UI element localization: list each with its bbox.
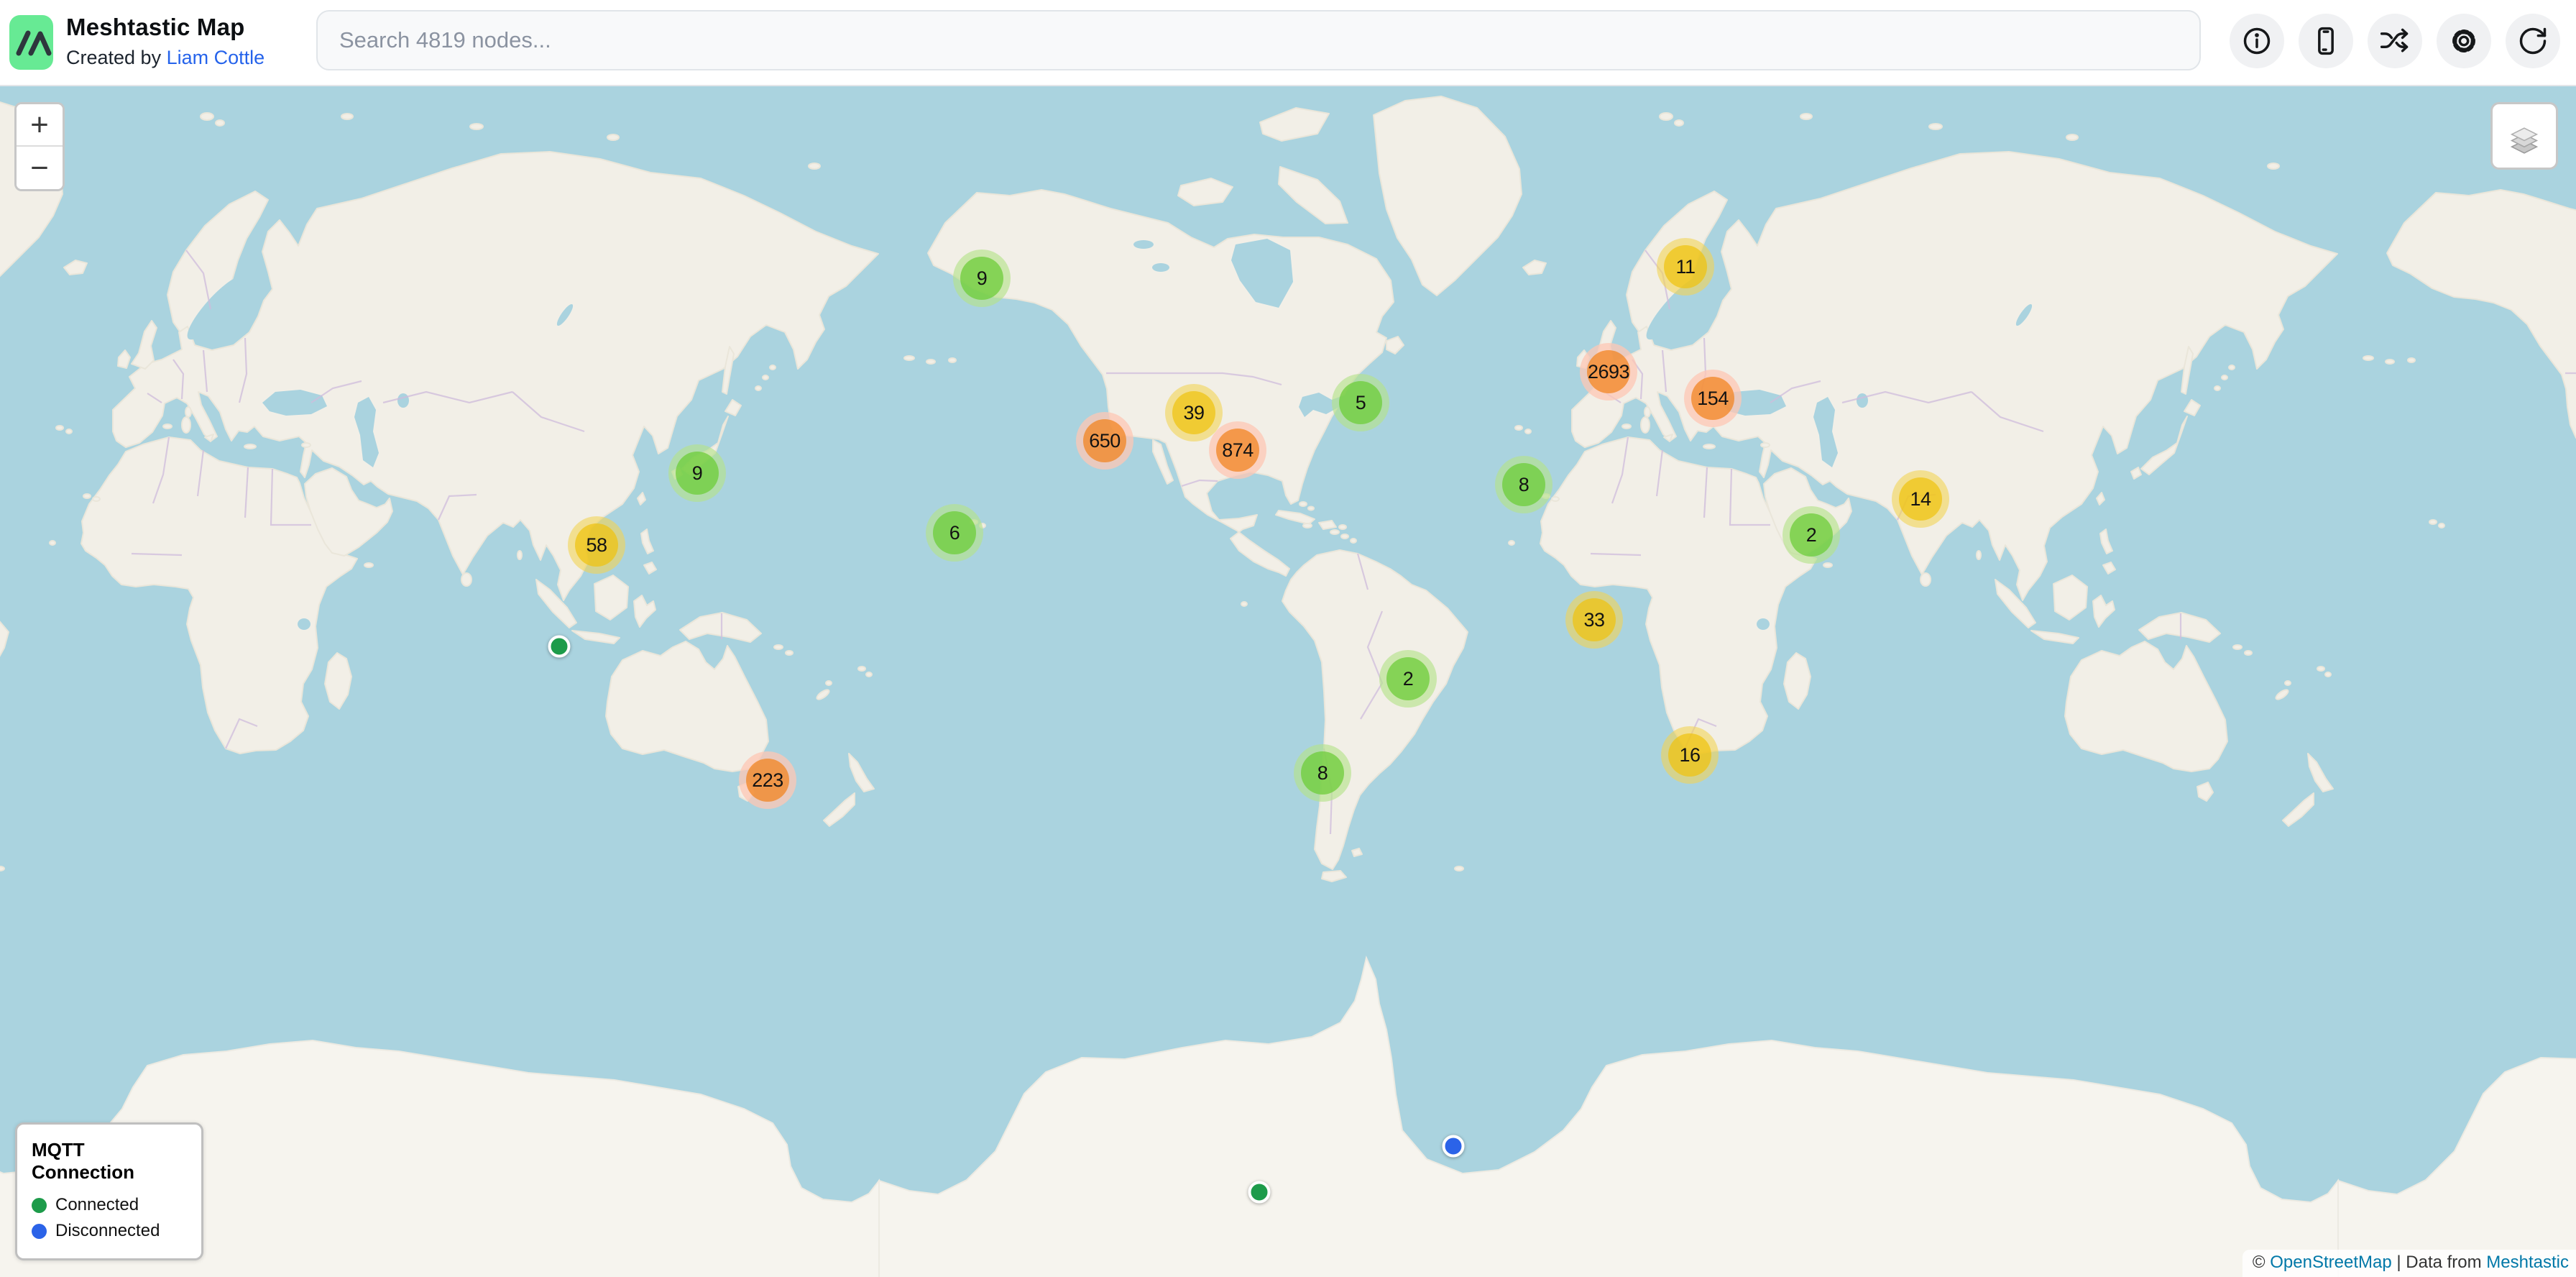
cluster-count: 154 xyxy=(1691,377,1734,420)
cluster-count: 8 xyxy=(1301,751,1344,795)
cluster-count: 874 xyxy=(1216,429,1259,472)
cluster-marker[interactable]: 154 xyxy=(1684,370,1742,427)
cluster-count: 2 xyxy=(1790,513,1833,557)
cluster-marker[interactable]: 58 xyxy=(568,516,625,574)
cluster-marker[interactable]: 8 xyxy=(1294,744,1351,802)
cluster-marker[interactable]: 33 xyxy=(1565,591,1623,649)
cluster-count: 14 xyxy=(1899,477,1942,521)
cluster-count: 650 xyxy=(1083,419,1126,462)
refresh-icon xyxy=(2519,27,2547,55)
gear-icon xyxy=(2452,29,2475,52)
legend-label: Disconnected xyxy=(55,1221,160,1240)
meshtastic-link[interactable]: Meshtastic xyxy=(2486,1253,2569,1272)
page-title: Meshtastic Map xyxy=(66,14,245,40)
cluster-marker[interactable]: 6 xyxy=(926,504,983,562)
cluster-count: 2 xyxy=(1386,657,1430,700)
search-input[interactable] xyxy=(316,10,2201,70)
legend-label: Connected xyxy=(55,1195,139,1214)
cluster-marker[interactable]: 2 xyxy=(1379,650,1437,708)
node-marker-connected[interactable] xyxy=(548,635,571,658)
zoom-in-button[interactable]: + xyxy=(17,104,63,147)
node-marker-connected[interactable] xyxy=(1248,1181,1271,1204)
cluster-marker[interactable]: 16 xyxy=(1661,726,1719,784)
byline-prefix: Created by xyxy=(66,47,167,68)
random-node-button[interactable] xyxy=(2368,14,2422,68)
attribution-copyright: © xyxy=(2252,1253,2271,1272)
cluster-count: 16 xyxy=(1668,733,1711,777)
cluster-marker[interactable]: 5 xyxy=(1332,374,1389,431)
cluster-count: 33 xyxy=(1573,598,1616,641)
osm-link[interactable]: OpenStreetMap xyxy=(2270,1253,2392,1272)
author-link[interactable]: Liam Cottle xyxy=(166,47,265,68)
cluster-marker[interactable]: 2693 xyxy=(1580,343,1637,401)
cluster-count: 11 xyxy=(1664,245,1707,288)
map-attribution: © OpenStreetMap | Data from Meshtastic xyxy=(2242,1250,2576,1277)
layers-icon xyxy=(2510,127,2539,154)
layers-control[interactable] xyxy=(2490,102,2558,170)
info-icon xyxy=(2243,27,2271,55)
map-viewport[interactable]: 9 11 2693 154 39 5 650 874 9 8 14 6 2 58 33 2 16 8 223 + −… xyxy=(0,86,2576,1277)
cluster-count: 39 xyxy=(1172,391,1215,434)
mqtt-legend: MQTT Connection Connected Disconnected xyxy=(15,1122,203,1260)
zoom-control: + − xyxy=(14,102,65,191)
info-button[interactable] xyxy=(2230,14,2284,68)
header-actions xyxy=(2230,14,2560,68)
meshtastic-logo xyxy=(9,15,53,70)
cluster-marker[interactable]: 39 xyxy=(1165,384,1223,441)
cluster-marker[interactable]: 9 xyxy=(668,444,726,502)
cluster-count: 58 xyxy=(575,523,618,567)
smartphone-icon xyxy=(2318,27,2334,55)
cluster-marker[interactable]: 14 xyxy=(1892,470,1949,528)
cluster-marker[interactable]: 223 xyxy=(739,751,796,809)
cluster-count: 2693 xyxy=(1587,350,1630,393)
app-header: Meshtastic Map Created by Liam Cottle xyxy=(0,0,2576,86)
cluster-count: 6 xyxy=(933,511,976,554)
byline: Created by Liam Cottle xyxy=(66,43,264,72)
meshtastic-logo-icon xyxy=(16,30,52,56)
cluster-count: 8 xyxy=(1502,463,1545,506)
cluster-count: 5 xyxy=(1339,381,1382,424)
cluster-count: 9 xyxy=(960,257,1003,300)
refresh-button[interactable] xyxy=(2506,14,2560,68)
node-marker-disconnected[interactable] xyxy=(1442,1135,1465,1158)
cluster-count: 223 xyxy=(746,759,789,802)
cluster-marker[interactable]: 11 xyxy=(1657,238,1714,296)
legend-item-connected: Connected xyxy=(32,1195,187,1215)
connected-dot xyxy=(32,1197,47,1213)
attribution-text: | Data from xyxy=(2391,1253,2487,1272)
disconnected-dot xyxy=(32,1223,47,1239)
cluster-marker[interactable]: 2 xyxy=(1782,506,1840,564)
cluster-marker[interactable]: 8 xyxy=(1495,456,1552,513)
settings-button[interactable] xyxy=(2437,14,2491,68)
mobile-apps-button[interactable] xyxy=(2299,14,2353,68)
cluster-count: 9 xyxy=(676,452,719,495)
zoom-out-button[interactable]: − xyxy=(17,147,63,189)
cluster-marker[interactable]: 650 xyxy=(1076,412,1133,470)
shuffle-icon xyxy=(2380,28,2409,52)
legend-title: MQTT Connection xyxy=(32,1139,134,1183)
world-map-canvas[interactable] xyxy=(0,86,2576,1277)
cluster-marker[interactable]: 874 xyxy=(1209,421,1266,479)
legend-item-disconnected: Disconnected xyxy=(32,1221,187,1241)
cluster-marker[interactable]: 9 xyxy=(953,250,1011,307)
